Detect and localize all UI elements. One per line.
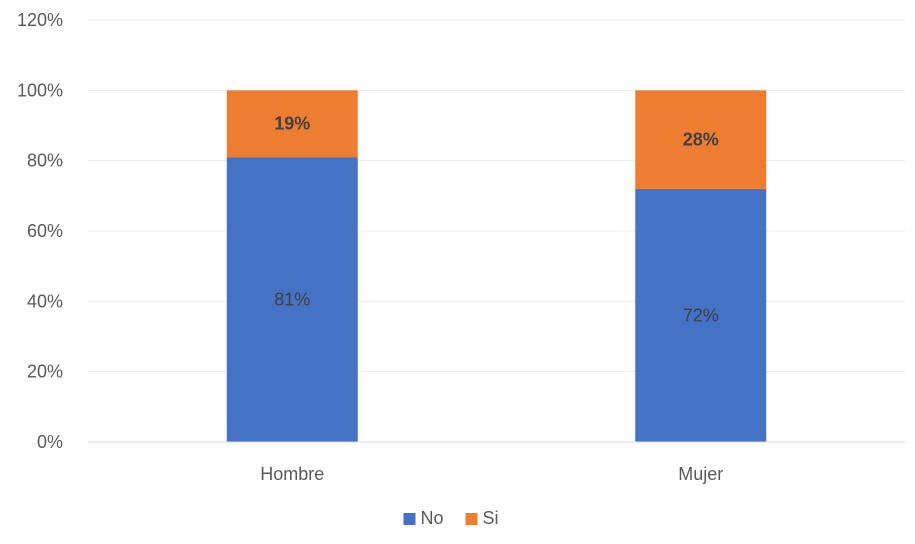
data-label: 81% <box>274 290 310 310</box>
y-tick-label: 80% <box>27 151 63 171</box>
y-tick-label: 100% <box>17 80 63 100</box>
data-label: 72% <box>683 305 719 325</box>
bar-no-mujer <box>635 188 767 442</box>
y-tick-label: 60% <box>27 221 63 241</box>
bar-no-hombre <box>226 157 358 442</box>
x-category-label: Hombre <box>260 464 324 484</box>
x-axis: Hombre Mujer <box>88 441 905 484</box>
legend-label-no: No <box>421 508 444 528</box>
data-label: 28% <box>683 130 719 150</box>
y-axis: 0% 20% 40% 60% 80% 100% 120% <box>17 10 63 452</box>
y-tick-label: 120% <box>17 10 63 30</box>
y-tick-label: 20% <box>27 362 63 382</box>
legend: No Si <box>403 508 499 528</box>
legend-label-si: Si <box>483 508 499 528</box>
gridlines <box>88 19 905 373</box>
legend-swatch-si <box>465 513 478 525</box>
bars <box>226 90 767 442</box>
data-label: 19% <box>274 114 310 134</box>
y-tick-label: 40% <box>27 291 63 311</box>
bar-si-hombre <box>226 90 358 158</box>
y-tick-label: 0% <box>37 432 63 452</box>
x-category-label: Mujer <box>678 464 723 484</box>
data-labels: 81% 19% 72% 28% <box>274 114 719 326</box>
bar-si-mujer <box>635 90 767 189</box>
legend-swatch-no <box>403 513 416 525</box>
